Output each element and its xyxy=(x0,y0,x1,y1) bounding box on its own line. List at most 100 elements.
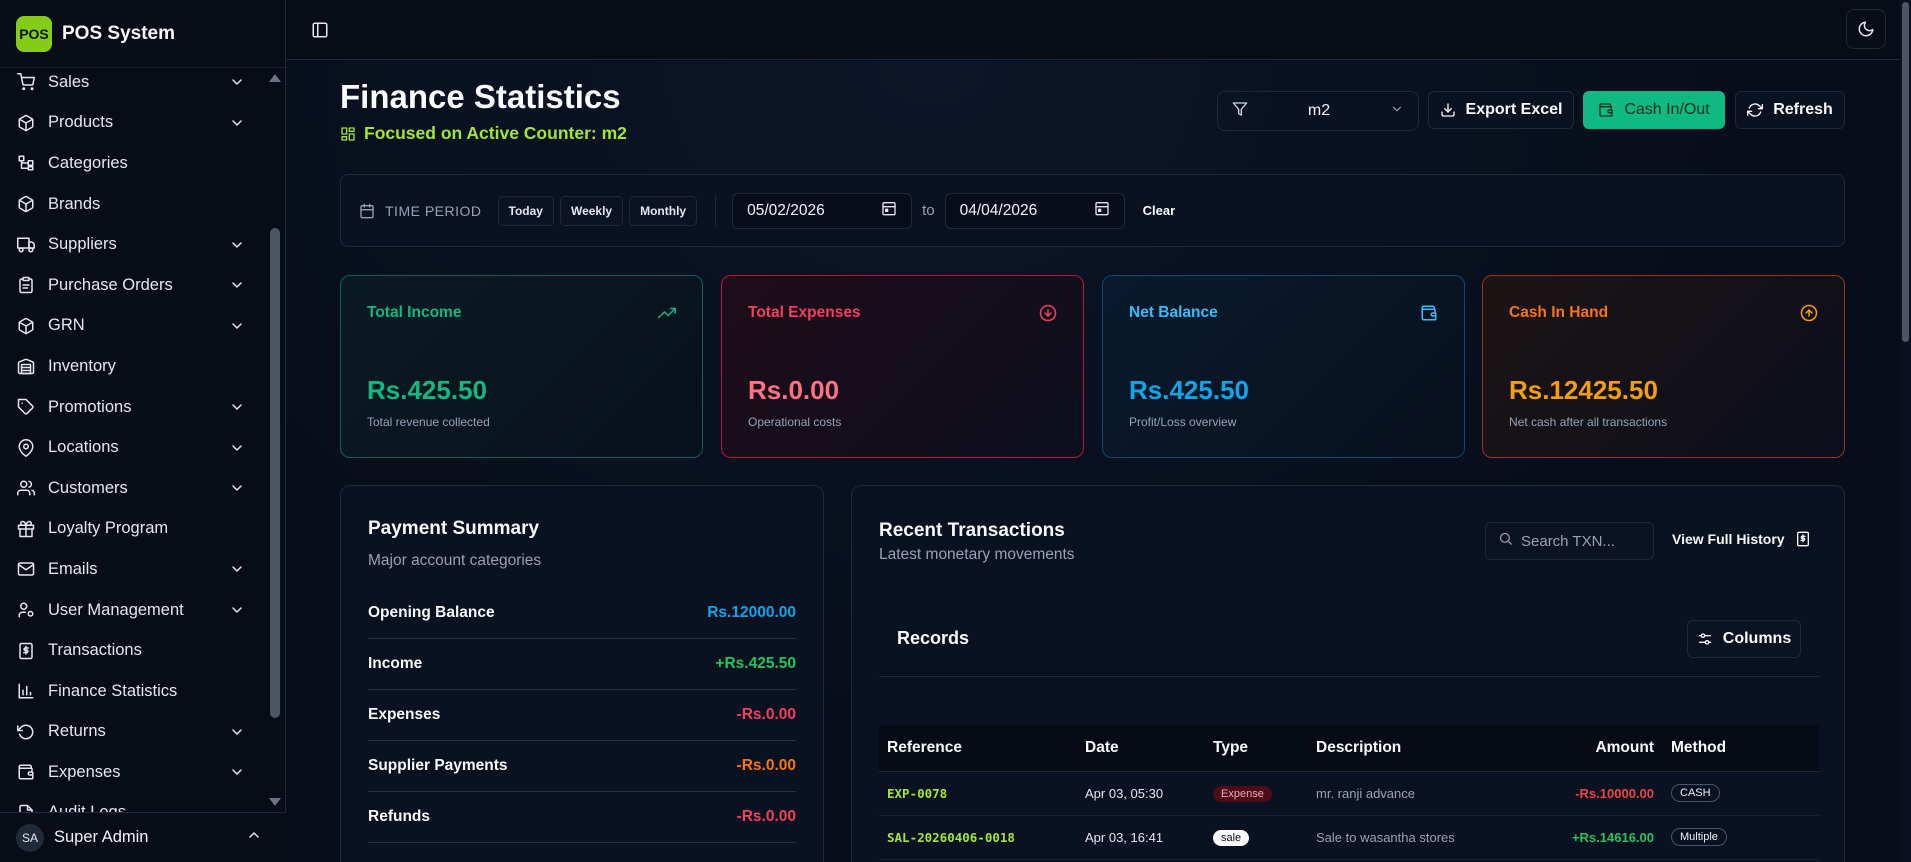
sidebar-item-suppliers[interactable]: Suppliers xyxy=(0,224,266,265)
sidebar-item-emails[interactable]: Emails xyxy=(0,549,266,590)
column-header-description[interactable]: Description xyxy=(1316,725,1514,772)
calendar-picker-icon[interactable] xyxy=(1094,200,1110,221)
subtitle-text: Focused on Active Counter: m2 xyxy=(364,123,627,143)
transaction-date: Apr 03, 16:41 xyxy=(1085,829,1164,845)
chevron-down-icon xyxy=(228,317,246,335)
cash-in-out-button[interactable]: Cash In/Out xyxy=(1583,91,1725,129)
sidebar-item-purchase-orders[interactable]: Purchase Orders xyxy=(0,265,266,306)
sidebar-item-label: Returns xyxy=(48,722,106,741)
top-bar xyxy=(286,0,1900,60)
sidebar-item-promotions[interactable]: Promotions xyxy=(0,387,266,428)
sidebar-scrollbar[interactable] xyxy=(267,68,283,812)
scroll-up-arrow-icon[interactable] xyxy=(269,74,281,82)
transaction-reference[interactable]: SAL-20260406-0018 xyxy=(887,829,1015,845)
sidebar-toggle-button[interactable] xyxy=(308,18,332,42)
wallet-icon xyxy=(16,762,36,782)
sidebar-item-label: GRN xyxy=(48,316,85,335)
page-scrollbar[interactable] xyxy=(1900,0,1911,862)
summary-label: Supplier Payments xyxy=(368,757,508,774)
sidebar-item-audit-logs[interactable]: Audit Logs xyxy=(0,793,266,812)
sidebar-item-label: Locations xyxy=(48,438,119,457)
chevron-down-icon xyxy=(1390,102,1404,121)
refresh-icon xyxy=(1747,102,1764,118)
clear-button[interactable]: Clear xyxy=(1142,203,1176,218)
table-row[interactable]: EXP-0078 Apr 03, 05:30 Expense mr. ranji ad… xyxy=(879,771,1819,816)
records-title: Records xyxy=(897,628,970,648)
chevron-down-icon xyxy=(228,763,246,781)
chevron-down-icon xyxy=(228,601,246,619)
to-date-input[interactable]: 04/04/2026 xyxy=(944,192,1125,229)
export-excel-button[interactable]: Export Excel xyxy=(1428,91,1574,129)
panel-left-icon xyxy=(312,22,328,38)
table-row[interactable]: SAL-20260406-0018 Apr 03, 16:41 sale Sale t… xyxy=(879,815,1819,860)
filter-icon xyxy=(1232,101,1248,122)
column-header-method[interactable]: Method xyxy=(1654,725,1819,772)
column-header-amount[interactable]: Amount xyxy=(1514,725,1654,772)
summary-label: Expenses xyxy=(368,706,441,723)
weekly-button[interactable]: Weekly xyxy=(559,195,624,226)
panel-title: Payment Summary xyxy=(368,518,540,539)
summary-row: Refunds -Rs.0.00 xyxy=(368,792,796,843)
sidebar-item-customers[interactable]: Customers xyxy=(0,468,266,509)
column-header-type[interactable]: Type xyxy=(1213,725,1316,772)
transaction-search[interactable] xyxy=(1485,522,1654,560)
sidebar-item-user-management[interactable]: User Management xyxy=(0,590,266,631)
sidebar-item-categories[interactable]: Categories xyxy=(0,143,266,184)
monthly-button[interactable]: Monthly xyxy=(629,195,698,226)
summary-value: -Rs.0.00 xyxy=(736,808,796,825)
sidebar-item-sales[interactable]: Sales xyxy=(0,62,266,103)
summary-label: Income xyxy=(368,655,423,672)
calendar-picker-icon[interactable] xyxy=(881,200,897,221)
counter-select-value: m2 xyxy=(1307,102,1331,119)
panel-title: Recent Transactions xyxy=(879,520,1065,541)
to-label: to xyxy=(922,202,935,219)
user-name: Super Admin xyxy=(54,828,149,846)
today-button[interactable]: Today xyxy=(497,195,554,226)
sidebar-item-label: Inventory xyxy=(48,356,116,375)
sidebar-item-inventory[interactable]: Inventory xyxy=(0,346,266,387)
theme-toggle-button[interactable] xyxy=(1846,9,1886,49)
columns-button[interactable]: Columns xyxy=(1687,620,1801,658)
column-header-date[interactable]: Date xyxy=(1085,725,1213,772)
chevron-down-icon xyxy=(228,479,246,497)
records-header: Records Columns xyxy=(879,610,1819,677)
sidebar-item-transactions[interactable]: Transactions xyxy=(0,630,266,671)
refresh-button[interactable]: Refresh xyxy=(1735,91,1845,129)
view-full-history-button[interactable]: View Full History xyxy=(1672,531,1811,547)
sidebar-item-label: Emails xyxy=(48,559,98,578)
sidebar-item-loyalty-program[interactable]: Loyalty Program xyxy=(0,509,266,550)
from-date-input[interactable]: 05/02/2026 xyxy=(732,192,913,229)
sidebar-item-finance-statistics[interactable]: Finance Statistics xyxy=(0,671,266,712)
user-menu[interactable]: SA Super Admin xyxy=(0,812,286,862)
sidebar-item-locations[interactable]: Locations xyxy=(0,427,266,468)
scroll-thumb[interactable] xyxy=(270,228,280,718)
receipt-icon xyxy=(1795,531,1811,547)
payment-summary-panel: Payment Summary Major account categories… xyxy=(340,485,824,862)
scroll-down-arrow-icon[interactable] xyxy=(269,798,281,806)
mail-icon xyxy=(16,559,36,579)
card-value: Rs.0.00 xyxy=(748,375,840,405)
receipt-icon xyxy=(16,641,36,661)
transaction-description: mr. ranji advance xyxy=(1316,785,1415,801)
view-full-history-label: View Full History xyxy=(1672,531,1785,547)
sidebar-item-expenses[interactable]: Expenses xyxy=(0,752,266,793)
chevron-down-icon xyxy=(228,439,246,457)
card-value: Rs.12425.50 xyxy=(1509,375,1658,405)
page-scroll-thumb[interactable] xyxy=(1902,2,1909,342)
transaction-reference[interactable]: EXP-0078 xyxy=(887,785,948,801)
type-badge: sale xyxy=(1213,829,1250,846)
sidebar-item-label: Promotions xyxy=(48,397,132,416)
hierarchy-icon xyxy=(16,153,36,173)
counter-select[interactable]: m2 xyxy=(1217,91,1419,131)
summary-label: Opening Balance xyxy=(368,604,495,621)
card-title: Total Expenses xyxy=(748,304,861,321)
sidebar-item-returns[interactable]: Returns xyxy=(0,712,266,753)
search-input[interactable] xyxy=(1521,532,1641,550)
sidebar-nav: Sales Products Categories Brands Suppliers Pu… xyxy=(0,62,266,812)
column-header-reference[interactable]: Reference xyxy=(879,725,1085,772)
cash-in-out-label: Cash In/Out xyxy=(1624,101,1710,118)
sidebar-item-products[interactable]: Products xyxy=(0,103,266,144)
card-description: Operational costs xyxy=(748,415,842,429)
sidebar-item-grn[interactable]: GRN xyxy=(0,306,266,347)
sidebar-item-brands[interactable]: Brands xyxy=(0,184,266,225)
